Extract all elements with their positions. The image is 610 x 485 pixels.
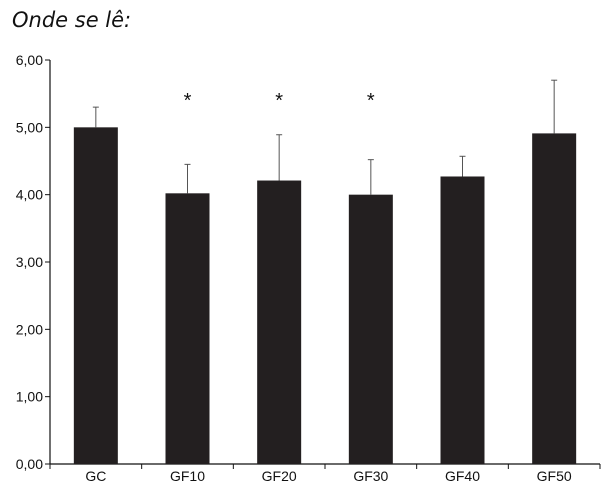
y-tick-label: 6,00 <box>16 52 43 68</box>
y-tick-label: 4,00 <box>16 187 43 203</box>
error-bars <box>92 79 558 195</box>
bar <box>440 176 485 464</box>
significance-marks: * * * <box>184 90 375 112</box>
significance-asterisk: * <box>367 90 375 112</box>
y-tick-label: 1,00 <box>16 389 43 405</box>
y-tick-label: 5,00 <box>16 119 43 135</box>
y-axis-ticks: 0,00 1,00 2,00 3,00 4,00 5,00 6,00 <box>16 52 50 472</box>
chart-heading: Onde se lê: <box>12 8 132 32</box>
bar <box>73 127 118 464</box>
x-tick-label: GF40 <box>445 468 480 484</box>
bar <box>165 193 210 464</box>
x-tick-label: GF20 <box>262 468 297 484</box>
x-tick-label: GF30 <box>353 468 388 484</box>
significance-asterisk: * <box>275 90 283 112</box>
y-tick-label: 2,00 <box>16 321 43 337</box>
bars <box>73 127 577 465</box>
bar <box>257 180 302 464</box>
bar <box>532 133 577 465</box>
bar <box>348 194 393 464</box>
x-tick-label: GF50 <box>537 468 572 484</box>
x-tick-label: GC <box>85 468 106 484</box>
x-axis-ticks: GC GF10 GF20 GF30 GF40 GF50 <box>49 464 601 484</box>
y-tick-label: 3,00 <box>16 254 43 270</box>
x-tick-label: GF10 <box>170 468 205 484</box>
y-tick-label: 0,00 <box>16 456 43 472</box>
significance-asterisk: * <box>184 90 192 112</box>
axes <box>49 60 600 465</box>
